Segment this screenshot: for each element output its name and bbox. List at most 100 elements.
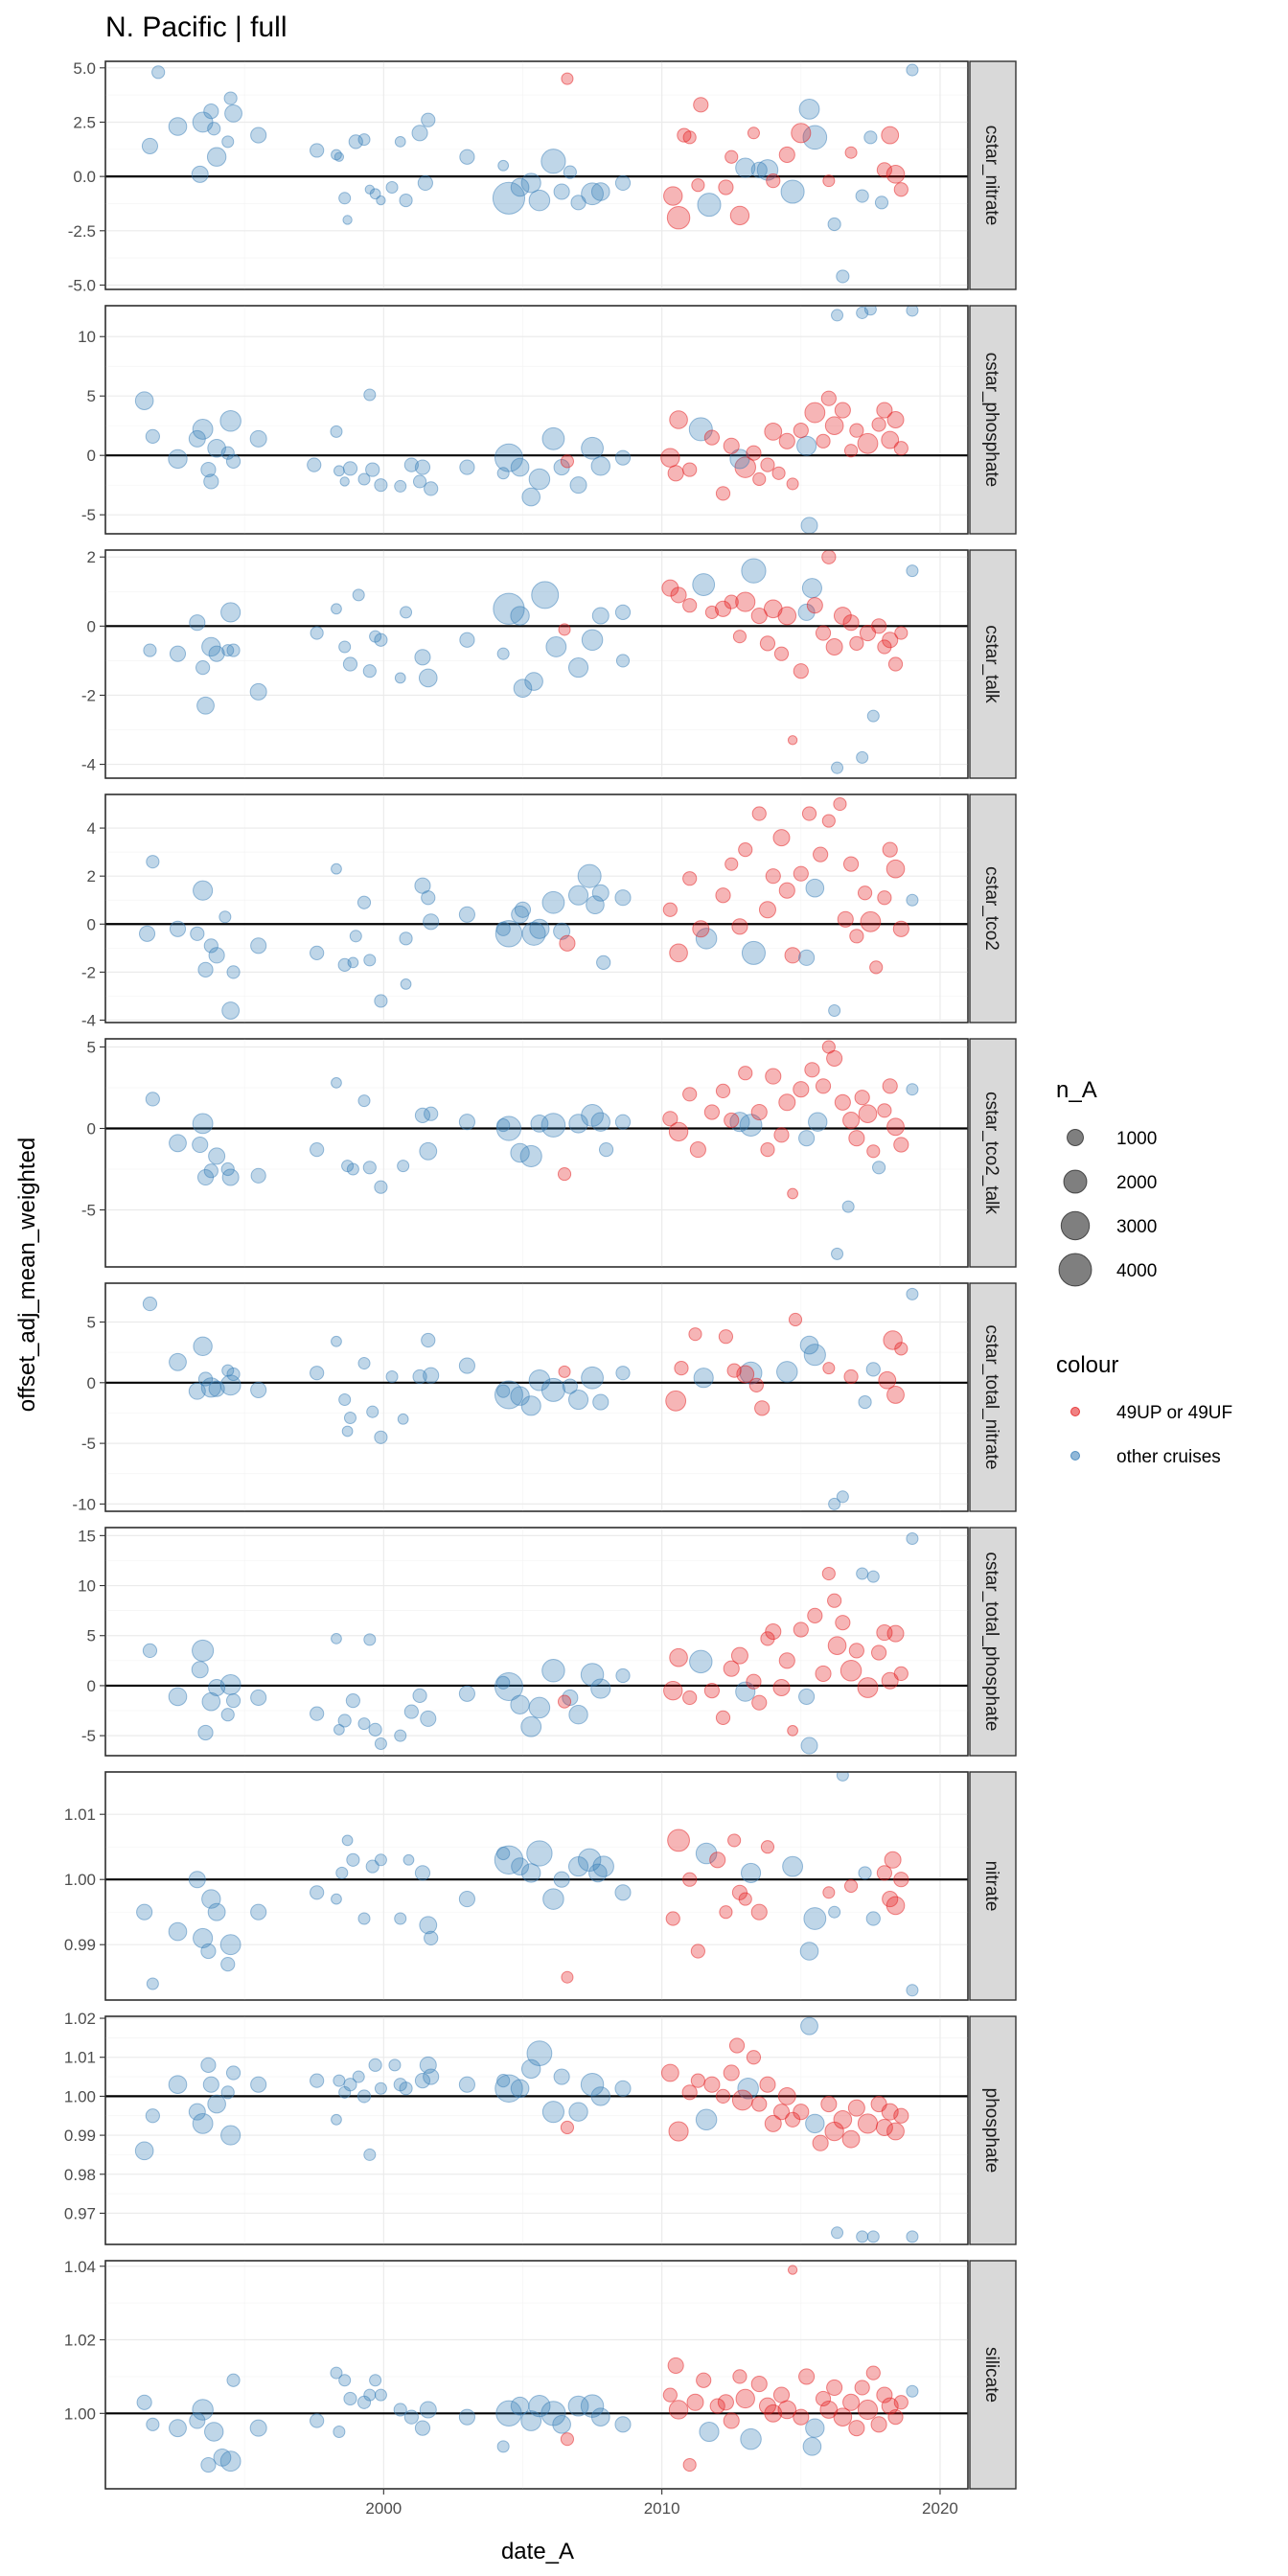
data-point [841, 2129, 861, 2149]
data-point [201, 1691, 221, 1712]
data-point [662, 1111, 678, 1127]
data-point [591, 884, 610, 902]
data-point [365, 462, 380, 477]
points-group [141, 63, 919, 284]
plot-title: N. Pacific | full [105, 12, 288, 43]
data-point [310, 2073, 325, 2088]
data-point [681, 2084, 698, 2101]
data-point [699, 2421, 720, 2443]
data-point [837, 910, 854, 928]
data-point [667, 1828, 690, 1852]
data-point [249, 682, 267, 701]
data-point [689, 1649, 713, 1674]
data-point [193, 880, 214, 901]
data-point [208, 947, 225, 964]
data-point [493, 592, 525, 625]
x-tick-label: 2000 [365, 2499, 402, 2518]
data-point [662, 902, 678, 917]
data-point [876, 2386, 893, 2404]
data-point [776, 1361, 798, 1383]
data-point [497, 159, 510, 172]
data-point [338, 1393, 352, 1407]
data-point [145, 428, 160, 444]
data-point [834, 1093, 851, 1111]
y-tick-label: 4 [87, 819, 96, 838]
data-point [827, 1636, 847, 1655]
data-point [735, 157, 756, 178]
data-point [191, 165, 209, 183]
strip-background [969, 1771, 1017, 2001]
data-point [207, 1902, 226, 1921]
data-point [726, 1363, 742, 1378]
data-point [341, 1425, 354, 1438]
data-point [510, 177, 530, 197]
data-point [563, 165, 577, 179]
data-point [496, 1675, 511, 1690]
data-point [692, 573, 716, 596]
data-point [893, 2107, 909, 2124]
data-point [874, 196, 889, 210]
data-point [250, 1167, 266, 1184]
data-point [614, 2416, 632, 2433]
panel-background [104, 305, 969, 535]
strip-label: cstar_nitrate [981, 126, 1001, 226]
panel-background [104, 549, 969, 779]
data-point [362, 664, 377, 678]
data-point [220, 2125, 242, 2146]
y-tick-label: 10 [78, 1577, 96, 1596]
data-point [614, 449, 632, 466]
data-point [530, 1114, 549, 1133]
panel-border [104, 549, 969, 779]
data-point [808, 1112, 828, 1132]
size-legend-item: 3000 [1056, 1207, 1157, 1245]
data-point [893, 2395, 908, 2410]
data-point [863, 306, 877, 316]
data-point [865, 2365, 881, 2380]
y-tick-label: 0.97 [64, 2204, 96, 2222]
data-point [192, 1113, 214, 1135]
data-point [886, 1386, 905, 1404]
data-point [740, 1862, 762, 1883]
data-point [824, 416, 844, 436]
data-point [393, 2403, 407, 2417]
data-point [223, 91, 238, 105]
data-point [828, 1905, 841, 1919]
data-point [342, 215, 353, 225]
data-point [363, 2148, 377, 2161]
data-point [200, 2456, 217, 2473]
data-point [799, 1942, 819, 1961]
data-point [362, 1161, 377, 1175]
data-point [780, 179, 805, 204]
data-point [369, 630, 382, 643]
data-point [188, 2103, 206, 2121]
data-point [310, 1141, 325, 1158]
data-point [399, 932, 413, 946]
data-point [738, 1066, 753, 1081]
data-point [403, 2409, 419, 2425]
legend-size-key [1058, 1253, 1092, 1287]
data-point [834, 402, 851, 419]
data-point [691, 178, 705, 193]
data-point [250, 1381, 267, 1398]
data-point [844, 146, 858, 159]
points-group [134, 306, 919, 534]
data-point [221, 644, 235, 657]
data-point [192, 419, 214, 440]
data-point [368, 1722, 382, 1736]
data-point [724, 150, 739, 164]
data-point [596, 954, 611, 970]
data-point [747, 126, 760, 140]
points-group [143, 550, 919, 774]
data-point [374, 1736, 387, 1750]
data-point [668, 1121, 689, 1142]
data-point [145, 2108, 160, 2124]
data-point [220, 1162, 235, 1177]
data-point [189, 614, 206, 632]
data-point [750, 2376, 768, 2393]
data-point [669, 410, 688, 429]
data-point [250, 2076, 267, 2093]
data-point [682, 1872, 698, 1887]
x-axis: 2000 2010 2020 [365, 2489, 958, 2518]
data-point [510, 1142, 530, 1163]
data-point [866, 709, 880, 723]
